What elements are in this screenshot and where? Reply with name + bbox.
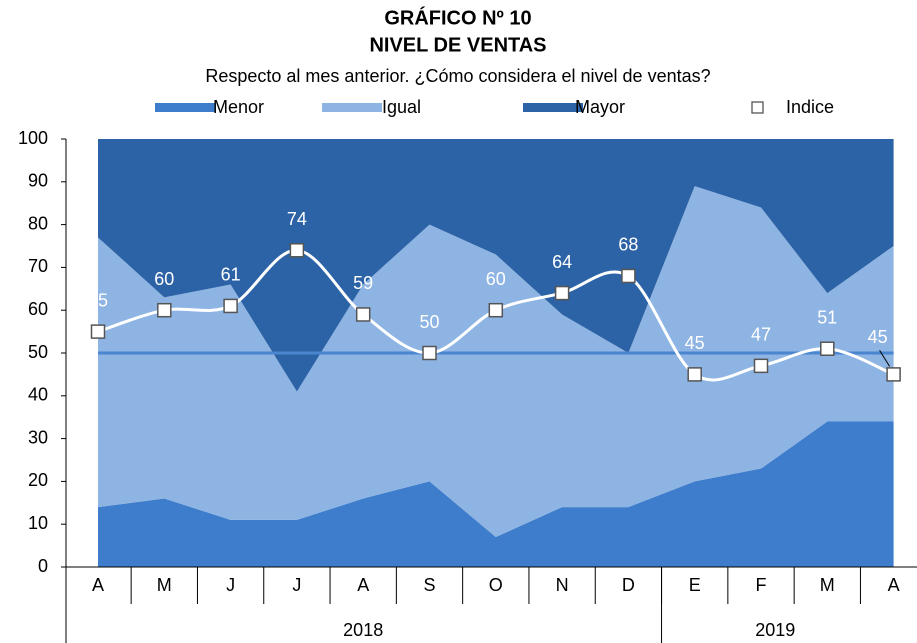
y-tick-label: 90 xyxy=(28,171,48,191)
index-marker xyxy=(554,285,570,301)
index-marker xyxy=(886,367,901,382)
x-tick-label: M xyxy=(157,575,172,595)
x-tick-label: J xyxy=(292,575,301,595)
y-tick-label: 50 xyxy=(28,342,48,362)
x-group-label: 2019 xyxy=(755,620,795,640)
y-tick-label: 30 xyxy=(28,427,48,447)
data-label: 74 xyxy=(287,209,307,229)
area xyxy=(98,186,894,538)
y-tick-label: 40 xyxy=(28,385,48,405)
index-marker xyxy=(488,302,504,318)
x-tick-label: D xyxy=(622,575,635,595)
legend-label: Mayor xyxy=(575,97,625,117)
data-label: 68 xyxy=(618,235,638,255)
index-marker xyxy=(90,324,106,339)
x-tick-label: O xyxy=(489,575,503,595)
index-marker xyxy=(753,358,769,374)
chart-subtitle: NIVEL DE VENTAS xyxy=(369,34,546,56)
x-tick-label: A xyxy=(888,575,900,595)
index-marker xyxy=(621,268,636,284)
y-tick-label: 10 xyxy=(28,513,48,533)
legend-label: Indice xyxy=(786,97,834,117)
x-tick-label: E xyxy=(689,575,701,595)
legend-label: Igual xyxy=(382,97,421,117)
data-label: 45 xyxy=(868,327,888,347)
legend-swatch xyxy=(523,103,583,112)
data-label: 60 xyxy=(154,269,174,289)
index-marker xyxy=(157,302,172,318)
x-group-label: 2018 xyxy=(343,620,383,640)
x-tick-label: M xyxy=(820,575,835,595)
y-tick-label: 70 xyxy=(28,256,48,276)
legend-swatch xyxy=(155,103,215,112)
data-label: 59 xyxy=(353,273,373,293)
area xyxy=(98,421,894,567)
data-label: 61 xyxy=(221,265,241,285)
chart-title: GRÁFICO Nº 10 xyxy=(384,6,531,29)
data-label: 60 xyxy=(486,269,506,289)
x-tick-label: A xyxy=(357,575,369,595)
index-marker xyxy=(223,298,238,314)
y-tick-label: 100 xyxy=(18,128,48,148)
data-label: 47 xyxy=(751,325,771,345)
x-tick-label: J xyxy=(226,575,235,595)
legend-label: Menor xyxy=(213,97,264,117)
x-tick-label: N xyxy=(556,575,569,595)
area xyxy=(98,139,894,392)
index-marker xyxy=(820,341,835,356)
x-tick-label: F xyxy=(756,575,767,595)
index-marker xyxy=(289,243,305,258)
index-marker xyxy=(687,367,702,382)
index-marker xyxy=(422,345,437,361)
y-tick-label: 0 xyxy=(38,556,48,576)
data-label: 55 xyxy=(88,290,108,310)
x-tick-label: S xyxy=(423,575,435,595)
legend-swatch xyxy=(322,103,382,112)
data-label: 51 xyxy=(817,307,837,327)
y-tick-label: 20 xyxy=(28,470,48,490)
chart-description: Respecto al mes anterior. ¿Cómo consider… xyxy=(205,66,710,86)
y-tick-label: 60 xyxy=(28,299,48,319)
leader-line xyxy=(879,350,891,367)
index-marker xyxy=(355,307,371,322)
data-label: 45 xyxy=(685,333,705,353)
data-label: 64 xyxy=(552,252,572,272)
legend-marker xyxy=(751,101,764,114)
y-tick-label: 80 xyxy=(28,213,48,233)
x-tick-label: A xyxy=(92,575,104,595)
data-label: 50 xyxy=(419,312,439,332)
